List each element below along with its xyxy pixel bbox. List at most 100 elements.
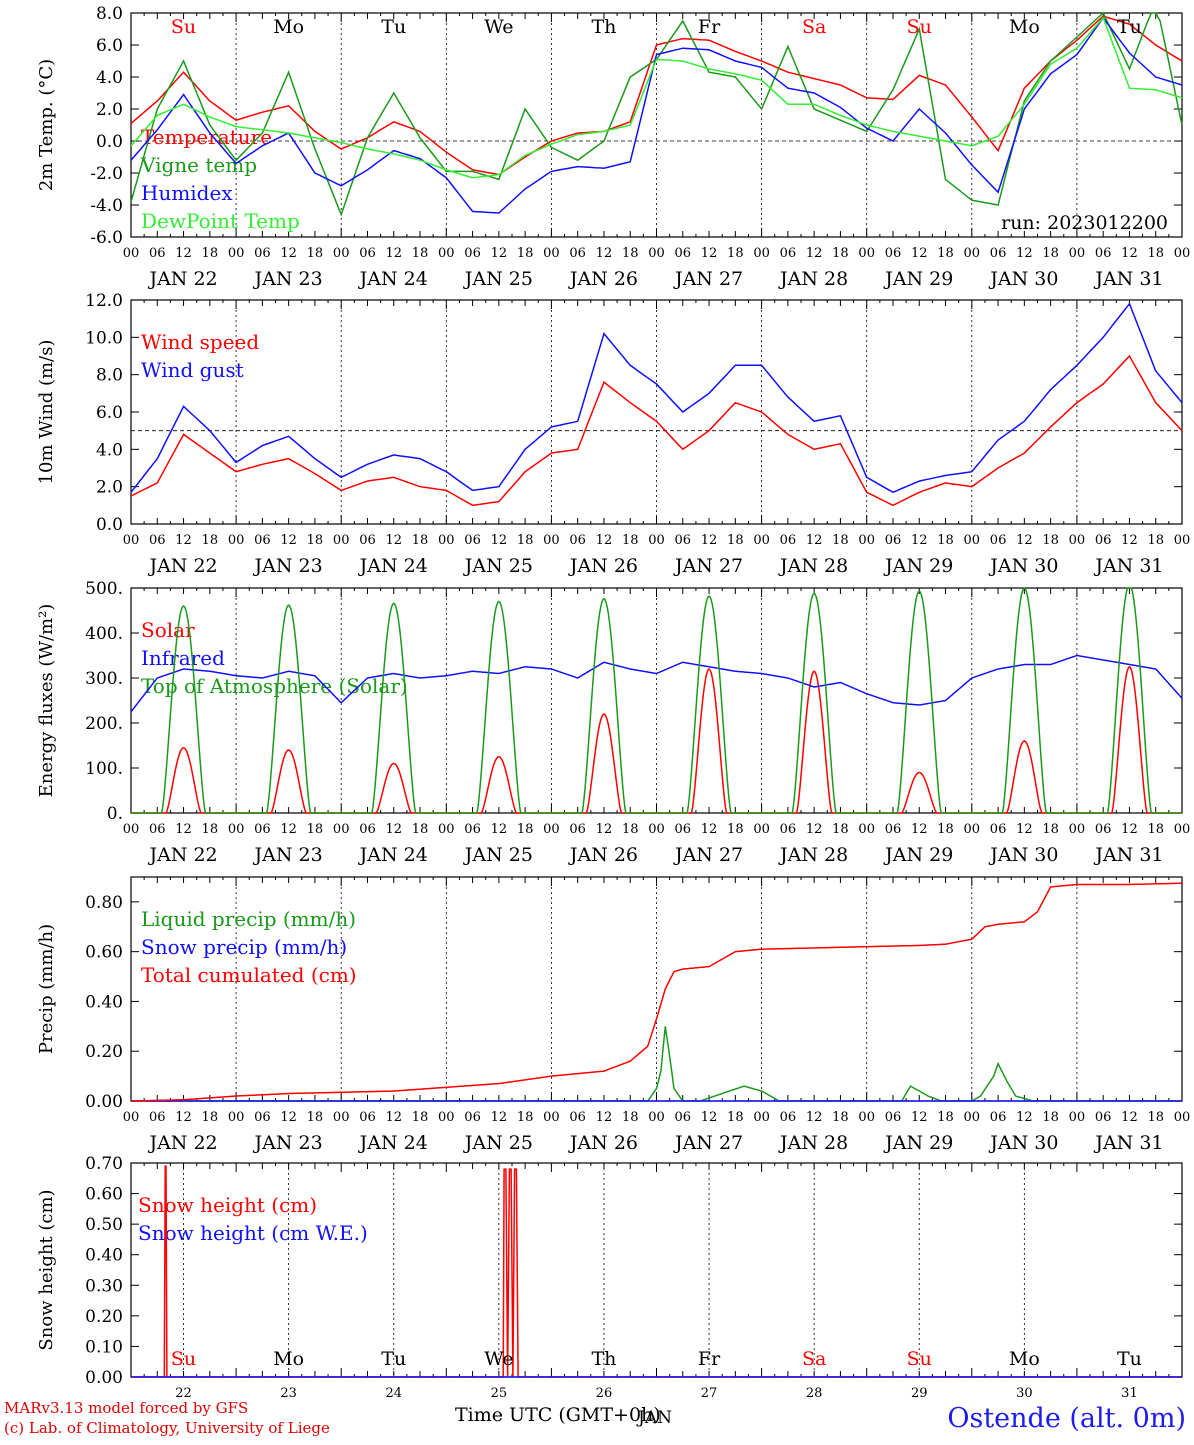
run-annotation: run: 2023012200 [1001, 212, 1168, 234]
hour-tick-label: 12 [175, 822, 192, 837]
hour-tick-label: 00 [438, 822, 455, 837]
hour-tick-label: 18 [517, 822, 534, 837]
hour-tick-label: 06 [990, 1110, 1007, 1125]
date-label: JAN 29 [883, 844, 953, 866]
day-letter: Su [907, 1348, 932, 1370]
hour-tick-label: 00 [1069, 246, 1086, 261]
hour-tick-label: 06 [569, 822, 586, 837]
y-axis-label: 2m Temp. (°C) [36, 59, 57, 191]
hour-tick-label: 00 [1174, 246, 1191, 261]
hour-tick-label: 00 [543, 246, 560, 261]
hour-tick-label: 06 [1095, 246, 1112, 261]
hour-tick-label: 12 [280, 1110, 297, 1125]
hour-tick-label: 06 [359, 533, 376, 548]
hour-tick-label: 12 [1121, 1110, 1138, 1125]
hour-tick-label: 06 [1095, 822, 1112, 837]
legend-entry: Wind speed [141, 330, 259, 354]
hour-tick-label: 00 [1174, 822, 1191, 837]
hour-tick-label: 18 [832, 246, 849, 261]
hour-tick-label: 00 [964, 822, 981, 837]
hour-tick-label: 18 [412, 246, 429, 261]
lab-credit: (c) Lab. of Climatology, University of L… [4, 1419, 330, 1437]
day-number-label: 31 [1121, 1386, 1138, 1401]
hour-tick-label: 12 [596, 822, 613, 837]
hour-tick-label: 06 [675, 822, 692, 837]
date-label: JAN 29 [883, 1132, 953, 1154]
hour-tick-label: 18 [1147, 533, 1164, 548]
date-label: JAN 31 [1093, 844, 1163, 866]
hour-tick-label: 00 [123, 246, 140, 261]
date-label: JAN 27 [673, 555, 743, 577]
series-line-wind-gust [130, 302, 1183, 494]
hour-tick-label: 12 [1016, 246, 1033, 261]
hour-tick-label: 18 [1147, 822, 1164, 837]
hour-tick-label: 00 [648, 822, 665, 837]
y-tick-label: 100. [85, 759, 123, 779]
date-label: JAN 28 [778, 844, 848, 866]
date-label: JAN 25 [463, 268, 533, 290]
hour-tick-label: 00 [123, 822, 140, 837]
station-name: Ostende (alt. 0m) [947, 1403, 1186, 1434]
date-label: JAN 23 [253, 1132, 323, 1154]
y-tick-label: 6.0 [96, 403, 123, 423]
hour-tick-label: 18 [307, 822, 324, 837]
day-letter: Mo [1009, 16, 1040, 38]
y-tick-label: 2.0 [96, 100, 123, 120]
hour-tick-label: 00 [648, 1110, 665, 1125]
day-letter: Th [591, 16, 616, 38]
hour-tick-label: 06 [149, 246, 166, 261]
hour-tick-label: 00 [228, 246, 245, 261]
hour-tick-label: 00 [438, 246, 455, 261]
hour-tick-label: 00 [753, 246, 770, 261]
hour-tick-label: 06 [464, 246, 481, 261]
hour-tick-label: 00 [858, 246, 875, 261]
date-label: JAN 24 [358, 844, 428, 866]
hour-tick-label: 06 [464, 533, 481, 548]
y-tick-label: 200. [85, 714, 123, 734]
hour-tick-label: 00 [858, 533, 875, 548]
date-label: JAN 28 [778, 1132, 848, 1154]
hour-tick-label: 18 [832, 1110, 849, 1125]
hour-tick-label: 00 [964, 1110, 981, 1125]
hour-tick-label: 18 [202, 533, 219, 548]
hour-tick-label: 18 [622, 533, 639, 548]
hour-tick-label: 18 [517, 1110, 534, 1125]
series-line-snow-height-cm [131, 1165, 1182, 1378]
legend-entry: Humidex [141, 181, 233, 205]
hour-tick-label: 12 [911, 1110, 928, 1125]
date-label: JAN 26 [568, 1132, 638, 1154]
x-axis-title: Time UTC (GMT+0h) [455, 1404, 661, 1426]
series-line-wind-speed [130, 354, 1183, 507]
date-label: JAN 26 [568, 555, 638, 577]
hour-tick-label: 06 [254, 533, 271, 548]
date-label: JAN 25 [463, 1132, 533, 1154]
hour-tick-label: 00 [964, 533, 981, 548]
hour-tick-label: 12 [280, 246, 297, 261]
day-letter: We [484, 1348, 513, 1370]
hour-tick-label: 06 [1095, 533, 1112, 548]
y-tick-label: 0.50 [85, 1215, 123, 1235]
legend-entry: Vigne temp [140, 153, 257, 177]
y-tick-label: 0.80 [85, 893, 123, 913]
date-label: JAN 26 [568, 268, 638, 290]
hour-tick-label: 00 [964, 246, 981, 261]
day-letter: Su [171, 1348, 196, 1370]
y-tick-label: 0.60 [85, 1185, 123, 1205]
day-number-label: 26 [596, 1386, 613, 1401]
hour-tick-label: 06 [780, 822, 797, 837]
hour-tick-label: 00 [753, 822, 770, 837]
y-tick-label: 0.30 [85, 1276, 123, 1296]
legend-entry: Top of Atmosphere (Solar) [141, 674, 408, 698]
hour-tick-label: 12 [491, 1110, 508, 1125]
hour-tick-label: 12 [701, 246, 718, 261]
hour-tick-label: 06 [885, 1110, 902, 1125]
day-number-label: 23 [280, 1386, 297, 1401]
hour-tick-label: 18 [832, 533, 849, 548]
hour-tick-label: 00 [228, 533, 245, 548]
hour-tick-label: 06 [149, 1110, 166, 1125]
hour-tick-label: 12 [806, 1110, 823, 1125]
y-tick-label: 300. [85, 669, 123, 689]
y-tick-label: 0.20 [85, 1307, 123, 1327]
y-tick-label: 0.00 [85, 1368, 123, 1388]
